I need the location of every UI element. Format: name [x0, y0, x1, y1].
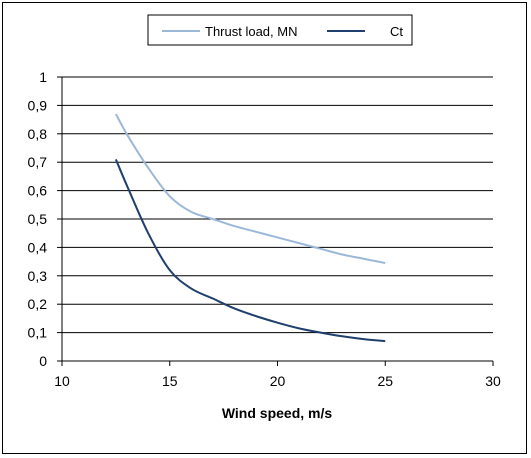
x-tick-labels: 10 15 20 25 30	[54, 373, 501, 389]
y-tick-label: 1	[39, 69, 47, 85]
x-tick-label: 25	[377, 373, 393, 389]
gridlines	[57, 76, 493, 362]
series-line-thrust-load	[114, 113, 386, 265]
y-tick-labels: 0 0,1 0,2 0,3 0,4 0,5 0,6 0,7 0,8 0,9 1	[28, 69, 48, 369]
y-tick-label: 0,4	[28, 239, 48, 255]
y-tick-label: 0	[39, 353, 47, 369]
series-lines	[114, 113, 386, 343]
series-line-ct	[114, 158, 386, 343]
x-tick-label: 10	[54, 373, 70, 389]
y-tick-label: 0,9	[28, 97, 48, 113]
x-tick-label: 20	[270, 373, 286, 389]
y-tick-label: 0,2	[28, 296, 48, 312]
legend-label-ct: Ct	[390, 24, 403, 39]
y-tick-label: 0,7	[28, 154, 48, 170]
y-tick-label: 0,3	[28, 268, 48, 284]
y-tick-label: 0,1	[28, 325, 48, 341]
legend-label-thrust: Thrust load, MN	[205, 24, 297, 39]
x-tick-label: 30	[485, 373, 501, 389]
x-axis-title: Wind speed, m/s	[222, 405, 333, 421]
x-tick-label: 15	[162, 373, 178, 389]
y-tick-label: 0,6	[28, 183, 48, 199]
y-tick-label: 0,8	[28, 126, 48, 142]
legend: Thrust load, MN Ct	[147, 14, 413, 46]
axes	[61, 77, 494, 366]
y-tick-label: 0,5	[28, 211, 48, 227]
